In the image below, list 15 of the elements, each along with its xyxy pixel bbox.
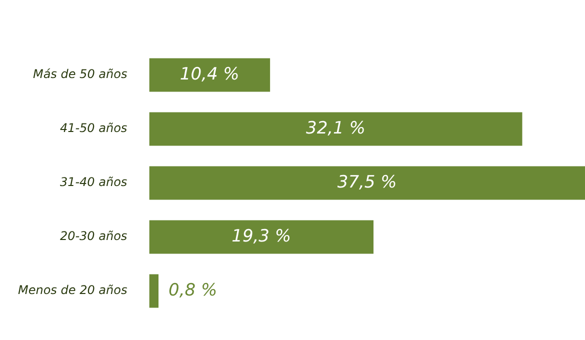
bar (149, 112, 522, 146)
data-label: 0,8 % (168, 280, 218, 300)
y-tick-label: 31-40 años (60, 175, 128, 190)
y-tick-label: 41-50 años (60, 121, 128, 136)
data-label: 37,5 % (337, 172, 397, 192)
bar (149, 274, 158, 308)
bar (149, 166, 585, 200)
data-label: 10,4 % (180, 64, 240, 84)
data-label: 32,1 % (306, 118, 366, 138)
y-tick-label: 20-30 años (60, 229, 128, 244)
y-tick-label: Más de 50 años (32, 67, 128, 82)
bar (149, 220, 374, 254)
data-label: 19,3 % (232, 226, 292, 246)
bar (149, 58, 270, 92)
y-tick-label: Menos de 20 años (18, 283, 128, 298)
